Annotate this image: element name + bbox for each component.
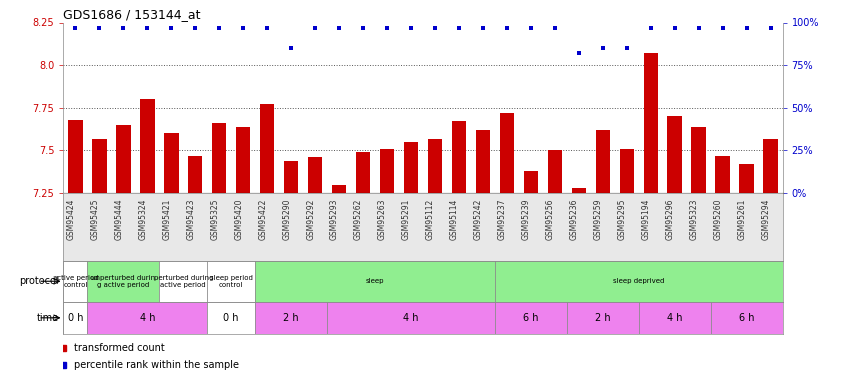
Text: 0 h: 0 h xyxy=(68,313,83,323)
Text: time: time xyxy=(37,313,59,323)
Text: GSM95295: GSM95295 xyxy=(618,198,627,240)
Bar xyxy=(63,261,87,302)
Bar xyxy=(308,157,322,193)
Text: GSM95421: GSM95421 xyxy=(162,198,171,240)
Text: GSM95194: GSM95194 xyxy=(642,198,651,240)
Text: GSM95294: GSM95294 xyxy=(761,198,771,240)
Text: GSM95262: GSM95262 xyxy=(354,198,363,240)
Text: 4 h: 4 h xyxy=(404,313,419,323)
Bar xyxy=(164,134,179,193)
Bar xyxy=(404,142,418,193)
Text: GSM95324: GSM95324 xyxy=(139,198,147,240)
Bar xyxy=(475,130,490,193)
Bar xyxy=(639,302,711,334)
Bar xyxy=(452,122,466,193)
Text: 2 h: 2 h xyxy=(283,313,299,323)
Text: protocol: protocol xyxy=(19,276,59,286)
Text: GSM95236: GSM95236 xyxy=(570,198,579,240)
Bar xyxy=(69,120,83,193)
Bar xyxy=(284,161,299,193)
Bar xyxy=(116,125,130,193)
Text: GSM95325: GSM95325 xyxy=(211,198,219,240)
Bar xyxy=(524,171,538,193)
Text: active period
control: active period control xyxy=(52,275,98,288)
Bar xyxy=(596,130,610,193)
Bar xyxy=(691,127,706,193)
Bar xyxy=(255,302,327,334)
Text: GSM95425: GSM95425 xyxy=(91,198,99,240)
Text: GSM95444: GSM95444 xyxy=(114,198,124,240)
Text: GSM95422: GSM95422 xyxy=(258,198,267,240)
Bar xyxy=(207,261,255,302)
Bar xyxy=(87,261,159,302)
Text: GSM95114: GSM95114 xyxy=(450,198,459,240)
Text: GSM95263: GSM95263 xyxy=(378,198,387,240)
Bar xyxy=(763,138,777,193)
Bar xyxy=(572,188,586,193)
Bar xyxy=(159,261,207,302)
Text: sleep deprived: sleep deprived xyxy=(613,278,664,284)
Text: GSM95259: GSM95259 xyxy=(594,198,602,240)
Bar xyxy=(63,302,87,334)
Text: GSM95420: GSM95420 xyxy=(234,198,244,240)
Bar xyxy=(739,164,754,193)
Text: GSM95242: GSM95242 xyxy=(474,198,483,240)
Bar xyxy=(87,302,207,334)
Text: GSM95261: GSM95261 xyxy=(738,198,747,240)
Bar xyxy=(711,302,783,334)
Bar xyxy=(567,302,639,334)
Bar xyxy=(356,152,371,193)
Text: GSM95112: GSM95112 xyxy=(426,198,435,240)
Text: GSM95423: GSM95423 xyxy=(186,198,195,240)
Text: GSM95293: GSM95293 xyxy=(330,198,339,240)
Bar xyxy=(619,149,634,193)
Text: perturbed during
active period: perturbed during active period xyxy=(154,275,213,288)
Text: GSM95291: GSM95291 xyxy=(402,198,411,240)
Text: GDS1686 / 153144_at: GDS1686 / 153144_at xyxy=(63,8,201,21)
Bar xyxy=(500,113,514,193)
Bar xyxy=(332,184,346,193)
Bar xyxy=(212,123,227,193)
Bar xyxy=(644,53,658,193)
Text: 4 h: 4 h xyxy=(667,313,683,323)
Bar xyxy=(327,302,495,334)
Text: 4 h: 4 h xyxy=(140,313,155,323)
Bar xyxy=(716,156,730,193)
Text: 6 h: 6 h xyxy=(523,313,539,323)
Bar xyxy=(255,261,495,302)
Bar xyxy=(547,150,562,193)
Text: sleep: sleep xyxy=(365,278,384,284)
Text: GSM95323: GSM95323 xyxy=(689,198,699,240)
Bar xyxy=(380,149,394,193)
Bar xyxy=(236,127,250,193)
Bar xyxy=(495,302,567,334)
Text: percentile rank within the sample: percentile rank within the sample xyxy=(74,360,239,369)
Text: 0 h: 0 h xyxy=(223,313,239,323)
Bar xyxy=(428,138,442,193)
Text: 6 h: 6 h xyxy=(739,313,755,323)
Text: GSM95290: GSM95290 xyxy=(283,198,291,240)
Bar xyxy=(207,302,255,334)
Bar xyxy=(140,99,155,193)
Text: 2 h: 2 h xyxy=(595,313,611,323)
Text: unperturbed durin
g active period: unperturbed durin g active period xyxy=(91,275,156,288)
Text: GSM95256: GSM95256 xyxy=(546,198,555,240)
Text: transformed count: transformed count xyxy=(74,343,165,352)
Text: GSM95237: GSM95237 xyxy=(498,198,507,240)
Text: GSM95424: GSM95424 xyxy=(67,198,75,240)
Text: sleep period
control: sleep period control xyxy=(210,275,253,288)
Bar xyxy=(667,116,682,193)
Text: GSM95260: GSM95260 xyxy=(714,198,722,240)
Text: GSM95292: GSM95292 xyxy=(306,198,315,240)
Bar xyxy=(495,261,783,302)
Bar xyxy=(188,156,202,193)
Bar xyxy=(92,138,107,193)
Text: GSM95239: GSM95239 xyxy=(522,198,531,240)
Bar xyxy=(260,104,274,193)
Text: GSM95296: GSM95296 xyxy=(666,198,675,240)
